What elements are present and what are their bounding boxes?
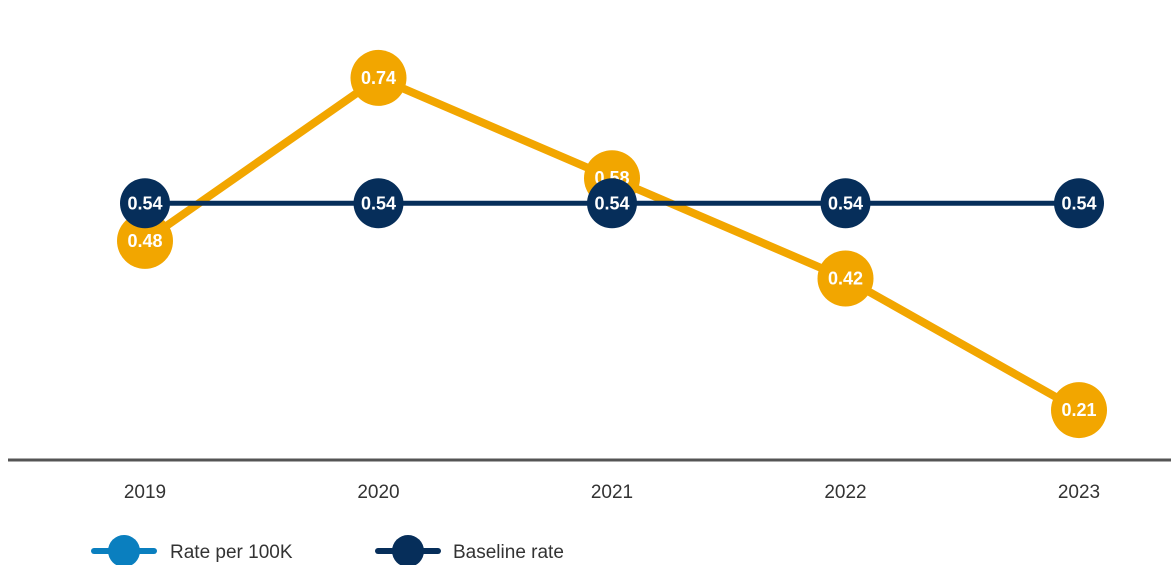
data-point-baseline-rate-2023[interactable] (1054, 178, 1104, 229)
series-rate-per-100k: 0.480.740.580.420.21 (117, 49, 1107, 439)
data-label-rate-per-100k-2020: 0.74 (361, 68, 396, 88)
data-point-rate-per-100k-2022[interactable] (817, 250, 874, 307)
series-baseline-rate: 0.54 0.54 0.54 0.54 0.54 (120, 178, 1104, 229)
x-tick-label-2019: 2019 (124, 482, 166, 503)
data-label-baseline-rate-2023: 0.54 (1061, 193, 1096, 213)
data-label-rate-per-100k-2019: 0.48 (127, 231, 162, 251)
data-point-baseline-rate-2020[interactable] (353, 178, 404, 229)
data-point-rate-per-100k-2019[interactable] (117, 212, 173, 269)
legend-item-rate-per-100k[interactable]: Rate per 100K (91, 535, 293, 565)
legend-label-baseline-rate: Baseline rate (453, 542, 564, 563)
legend-swatch-dot (392, 535, 424, 565)
data-point-baseline-rate-2022[interactable] (820, 178, 871, 229)
data-point-baseline-rate-2019[interactable] (120, 178, 170, 229)
legend: Rate per 100K Baseline rate (91, 535, 564, 565)
legend-swatch-dot (108, 535, 140, 565)
x-tick-label-2023: 2023 (1058, 482, 1100, 503)
legend-item-baseline-rate[interactable]: Baseline rate (375, 535, 564, 565)
x-tick-label-2020: 2020 (357, 482, 399, 503)
data-label-baseline-rate-2021: 0.54 (594, 193, 629, 213)
data-point-rate-per-100k-2020[interactable] (350, 49, 407, 106)
series-layer: 0.480.740.580.420.210.54 0.54 0.54 0.54 0.54 (117, 49, 1107, 439)
x-tick-label-2021: 2021 (591, 482, 633, 503)
data-point-baseline-rate-2021[interactable] (587, 178, 637, 229)
data-label-baseline-rate-2019: 0.54 (127, 193, 162, 213)
data-point-rate-per-100k-2023[interactable] (1051, 382, 1107, 439)
data-label-rate-per-100k-2022: 0.42 (828, 268, 863, 288)
data-label-baseline-rate-2022: 0.54 (828, 193, 863, 213)
series-line-rate-per-100k (142, 73, 1081, 414)
x-axis-ticks: 2019 2020 2021 2022 2023 (124, 482, 1100, 503)
x-tick-label-2022: 2022 (824, 482, 866, 503)
data-label-baseline-rate-2020: 0.54 (361, 193, 396, 213)
legend-label-rate-per-100k: Rate per 100K (170, 542, 293, 563)
data-label-rate-per-100k-2023: 0.21 (1061, 400, 1096, 420)
